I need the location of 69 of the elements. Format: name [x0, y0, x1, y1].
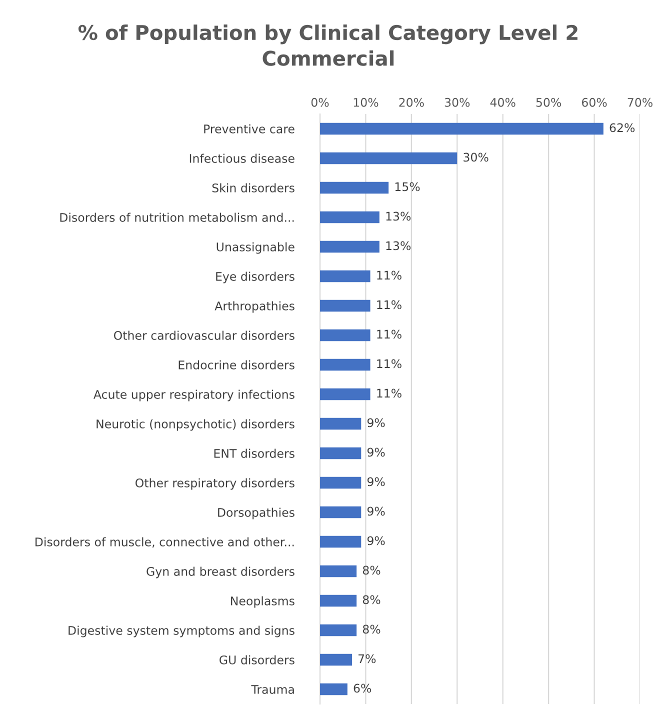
y-tick-label: Other respiratory disorders: [136, 478, 294, 490]
y-tick-label: Skin disorders: [212, 183, 294, 192]
y-tick-label: GU disorders: [220, 655, 294, 664]
y-tick-label: Disorders of muscle, connective and other...: [36, 537, 294, 548]
bar: [320, 447, 362, 460]
y-tick-label: Neoplasms: [231, 596, 294, 608]
bar: [320, 536, 362, 548]
bar: [320, 240, 380, 253]
bar: [320, 418, 362, 430]
y-tick-label: ENT disorders: [214, 448, 294, 458]
bar: [320, 122, 604, 135]
x-tick-label: 60%: [582, 98, 607, 107]
y-tick-label: Arthropathies: [214, 301, 294, 313]
bar: [320, 476, 362, 489]
bar: [320, 182, 389, 194]
data-label: 11%: [377, 330, 402, 339]
x-tick-label: 40%: [490, 98, 516, 107]
y-tick-label: Eye disorders: [216, 272, 294, 284]
y-tick-label: Trauma: [251, 685, 294, 694]
bar: [320, 654, 352, 666]
data-label: 9%: [367, 448, 385, 457]
bar: [320, 300, 370, 312]
data-label: 8%: [362, 595, 380, 604]
bar: [320, 358, 370, 371]
data-label: 13%: [386, 241, 411, 250]
data-label: 15%: [395, 182, 420, 192]
data-label: 13%: [386, 212, 411, 221]
data-label: 11%: [377, 359, 402, 368]
bar: [320, 683, 348, 696]
data-label: 9%: [367, 477, 385, 486]
y-tick-label: Disorders of nutrition metabolism and...: [60, 212, 294, 222]
x-tick-label: 50%: [536, 98, 562, 107]
y-tick-label: Acute upper respiratory infections: [94, 390, 294, 402]
x-tick-label: 0%: [311, 98, 329, 107]
y-tick-label: Neurotic (nonpsychotic) disorders: [96, 419, 294, 431]
y-tick-label: Infectious disease: [190, 154, 294, 163]
x-tick-label: 70%: [628, 98, 652, 107]
chart-title: % of Population by Clinical Category Level 2 Commercial: [78, 24, 578, 66]
data-label: 9%: [367, 536, 385, 546]
y-tick-label: Gyn and breast disorders: [146, 566, 294, 578]
x-tick-label: 10%: [354, 98, 378, 107]
data-label: 8%: [362, 566, 380, 575]
y-tick-label: Digestive system symptoms and signs: [68, 626, 294, 638]
bar: [320, 624, 357, 636]
x-tick-label: 30%: [444, 98, 470, 107]
bar: [320, 152, 458, 164]
bar: [320, 211, 380, 224]
data-label: 9%: [367, 506, 385, 516]
x-tick-label: 20%: [399, 98, 424, 107]
bar: [320, 270, 370, 282]
y-tick-label: Unassignable: [216, 242, 294, 254]
data-label: 6%: [354, 684, 372, 693]
data-label: 11%: [377, 388, 402, 398]
bar: [320, 565, 357, 578]
y-tick-label: Other cardiovascular disorders: [114, 330, 294, 340]
data-label: 62%: [610, 123, 635, 132]
bar: [320, 388, 370, 400]
bar: [320, 594, 357, 607]
data-label: 9%: [367, 418, 385, 428]
data-label: 8%: [362, 624, 380, 634]
y-tick-label: Endocrine disorders: [178, 360, 294, 370]
y-tick-label: Preventive care: [204, 124, 294, 134]
data-label: 30%: [464, 152, 488, 162]
bar: [320, 506, 362, 518]
data-label: 11%: [377, 270, 402, 280]
data-label: 11%: [377, 300, 402, 310]
y-tick-label: Dorsopathies: [218, 508, 294, 520]
bar: [320, 329, 370, 342]
data-label: 7%: [358, 654, 376, 664]
